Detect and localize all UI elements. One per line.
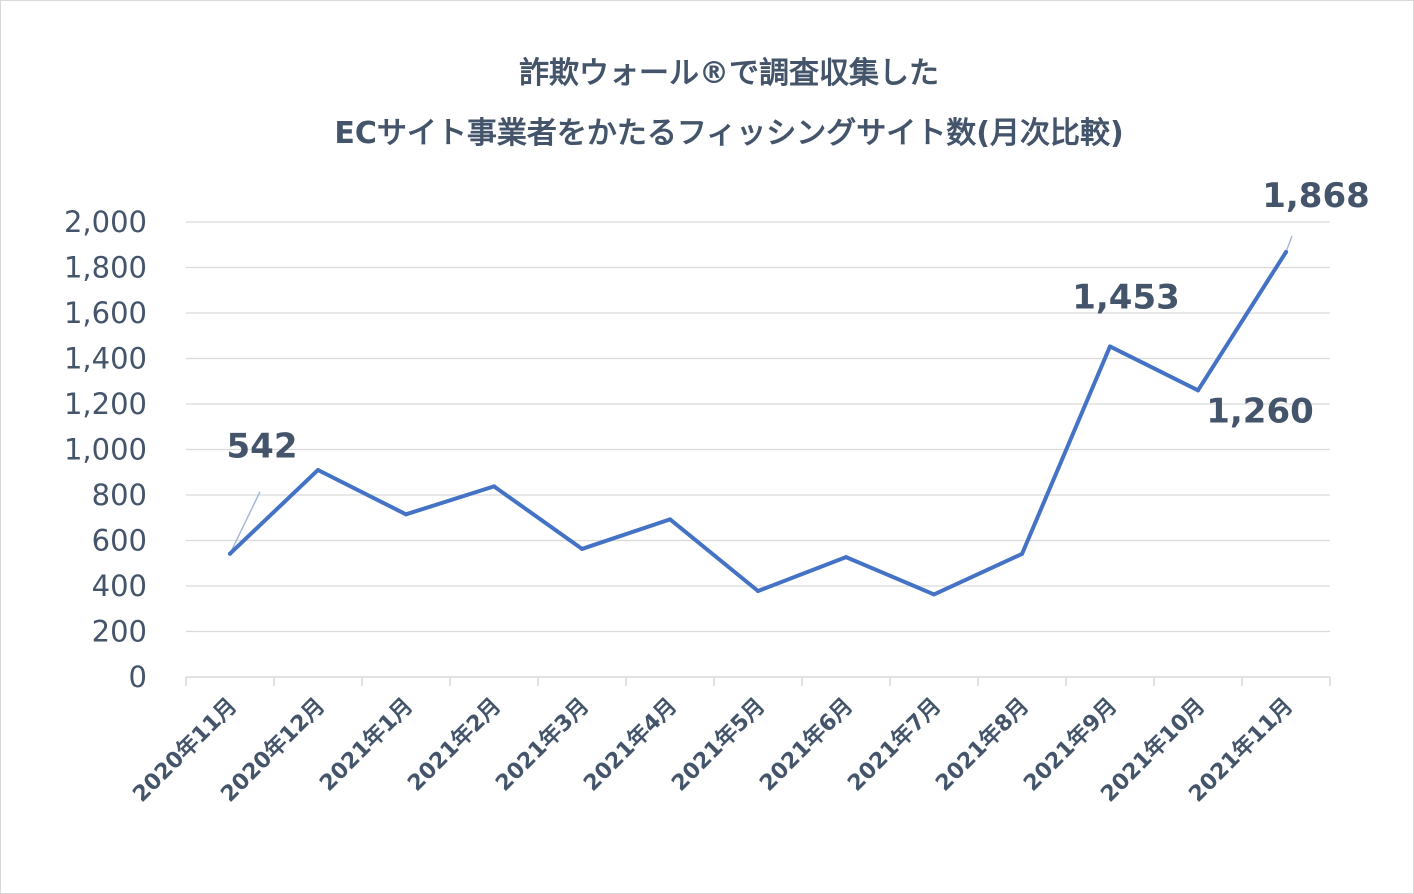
chart-subtitle: ECサイト事業者をかたるフィッシングサイト数(月次比較) xyxy=(334,116,1123,151)
data-point xyxy=(404,512,408,517)
y-tick-label: 1,000 xyxy=(64,433,147,467)
y-tick-label: 600 xyxy=(92,524,147,558)
data-label: 1,453 xyxy=(1072,277,1180,317)
x-tick-label: 2021年8月 xyxy=(931,693,1035,797)
x-tick-label: 2021年7月 xyxy=(843,693,947,797)
data-label: 1,260 xyxy=(1206,391,1314,431)
data-point xyxy=(492,484,496,489)
y-axis-ticks: 0 200 400 600 800 1,000 1,200 1,400 1,600 1,800 2,… xyxy=(64,205,147,694)
data-point xyxy=(756,589,760,594)
y-tick-label: 1,200 xyxy=(64,387,147,421)
data-point xyxy=(580,546,584,551)
y-tick-label: 400 xyxy=(92,569,147,603)
x-axis-ticks: 2020年11月2020年12月2021年1月2021年2月2021年3月202… xyxy=(128,693,1298,807)
data-point xyxy=(1020,551,1024,556)
x-tick-label: 2021年4月 xyxy=(579,693,683,797)
y-tick-label: 1,800 xyxy=(64,251,147,285)
y-tick-label: 1,400 xyxy=(64,342,147,376)
data-point xyxy=(1284,250,1288,255)
x-tick-label: 2021年2月 xyxy=(403,693,507,797)
data-label-leader xyxy=(229,491,261,555)
data-point xyxy=(228,551,232,556)
data-labels: 542 1,453 1,260 1,868 xyxy=(227,176,1370,467)
series-lines xyxy=(228,250,1288,597)
y-tick-label: 200 xyxy=(92,615,147,649)
x-tick-label: 2021年6月 xyxy=(755,693,859,797)
y-tick-label: 0 xyxy=(129,660,147,694)
chart-title: 詐欺ウォール®で調査収集した xyxy=(519,56,939,91)
x-tick-label: 2021年3月 xyxy=(491,693,595,797)
y-tick-label: 800 xyxy=(92,478,147,512)
data-point xyxy=(1108,344,1112,349)
data-label-leader xyxy=(1285,235,1293,253)
data-label: 1,868 xyxy=(1262,176,1370,216)
data-point xyxy=(932,592,936,597)
data-label-leaders xyxy=(229,235,1293,555)
data-point xyxy=(316,467,320,472)
y-tick-label: 1,600 xyxy=(64,296,147,330)
gridlines xyxy=(186,221,1330,633)
data-label: 542 xyxy=(227,427,298,467)
x-tick-label: 2021年5月 xyxy=(667,693,771,797)
data-point xyxy=(1196,388,1200,393)
x-axis xyxy=(185,676,1331,686)
data-point xyxy=(668,517,672,522)
data-point xyxy=(844,555,848,560)
x-tick-label: 2021年1月 xyxy=(315,693,419,797)
y-tick-label: 2,000 xyxy=(64,205,147,239)
